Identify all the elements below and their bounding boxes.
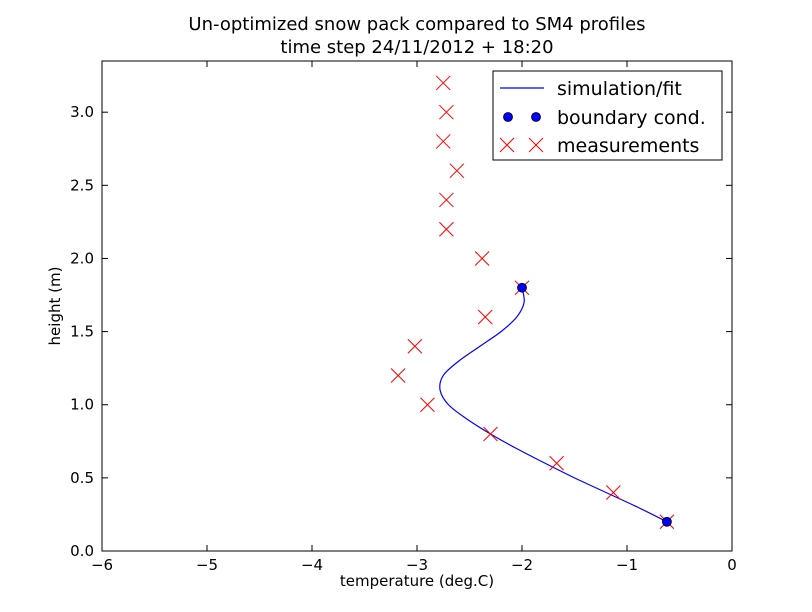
legend-label-boundary: boundary cond. — [557, 107, 706, 129]
y-tick-label: 0.0 — [70, 542, 94, 560]
legend: simulation/fit boundary cond. measuremen… — [492, 70, 723, 161]
x-tick-label: −1 — [616, 556, 638, 574]
y-tick-label: 2.0 — [70, 249, 94, 267]
legend-cross-swatch-1 — [499, 137, 515, 153]
measurement-marker — [435, 134, 451, 149]
y-axis-label: height (m) — [46, 267, 64, 346]
measurement-marker — [449, 163, 465, 179]
measurement-marker — [483, 426, 498, 442]
series-layer — [390, 75, 675, 530]
x-tick-label: 0 — [727, 556, 737, 574]
legend-label-simulation: simulation/fit — [557, 78, 682, 100]
boundary-point — [517, 282, 527, 293]
measurement-marker — [390, 368, 406, 383]
simulation-line — [439, 287, 668, 523]
y-tick-label: 2.5 — [70, 176, 94, 194]
y-tick-label: 1.5 — [70, 323, 94, 341]
x-axis-label: temperature (deg.C) — [340, 572, 494, 590]
measurement-marker — [439, 104, 454, 120]
x-tick-label: −6 — [91, 556, 113, 574]
legend-dot-swatch-1 — [503, 112, 513, 122]
y-tick-label: 3.0 — [70, 103, 94, 121]
measurement-marker — [549, 455, 565, 471]
chart-title: Un-optimized snow pack compared to SM4 p… — [188, 14, 645, 35]
x-tick-label: −4 — [301, 556, 323, 574]
legend-dot-swatch-2 — [531, 112, 541, 122]
measurement-marker — [420, 397, 435, 413]
chart-subtitle: time step 24/11/2012 + 18:20 — [280, 37, 553, 58]
x-axis-ticks: −6 −5 −4 −3 −2 −1 0 — [91, 61, 737, 574]
x-tick-label: −3 — [406, 556, 428, 574]
legend-label-measurements: measurements — [557, 135, 699, 157]
measurement-marker — [439, 221, 454, 237]
y-axis-ticks: 0.0 0.5 1.0 1.5 2.0 2.5 3.0 — [70, 103, 732, 560]
measurement-marker — [407, 338, 423, 354]
x-tick-label: −5 — [196, 556, 218, 574]
measurement-marker — [605, 485, 621, 500]
legend-frame — [492, 70, 723, 161]
measurement-marker — [439, 192, 454, 208]
boundary-point — [662, 516, 672, 527]
measurement-marker — [474, 251, 490, 266]
measurement-marker — [435, 75, 451, 91]
y-tick-label: 1.0 — [70, 396, 94, 414]
legend-cross-swatch-2 — [528, 137, 544, 153]
measurement-marker — [477, 309, 493, 325]
y-tick-label: 0.5 — [70, 469, 94, 487]
x-tick-label: −2 — [511, 556, 533, 574]
